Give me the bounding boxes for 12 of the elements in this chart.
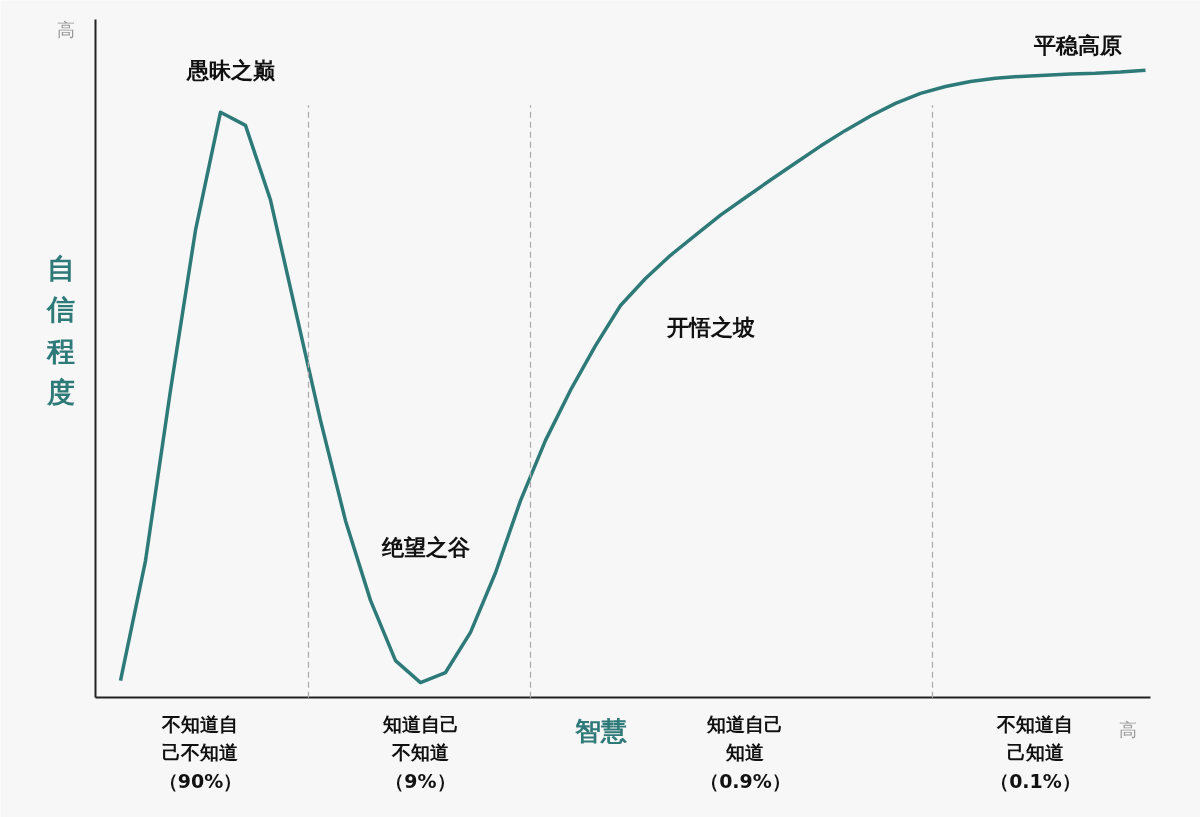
annotation: 愚昧之巅 xyxy=(185,57,275,83)
text: 知道自己知道（0.9%） xyxy=(700,712,791,792)
x-axis-title: 智慧 xyxy=(573,715,628,746)
text: 平稳高原 xyxy=(1033,32,1122,58)
annotation: 绝望之谷 xyxy=(380,534,470,560)
text: 知道自己不知道（9%） xyxy=(381,712,459,792)
text: 不知道自己不知道（90%） xyxy=(158,712,243,792)
text: 不知道自己知道（0.1%） xyxy=(990,712,1081,792)
y-axis-title: 自信程度 xyxy=(45,252,75,409)
annotation: 开悟之坡 xyxy=(665,314,755,340)
text: 高 xyxy=(56,19,75,41)
text: 高 xyxy=(1119,718,1137,740)
